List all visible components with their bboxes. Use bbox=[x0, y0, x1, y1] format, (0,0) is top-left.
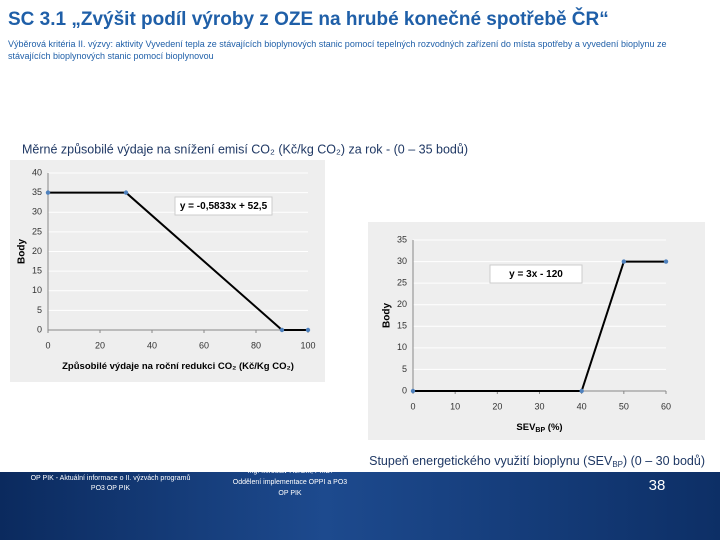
y-axis-label: Body bbox=[17, 239, 28, 264]
y-tick-label: 25 bbox=[397, 278, 407, 288]
x-axis-label: SEVBP (%) bbox=[516, 422, 562, 434]
y-tick-label: 15 bbox=[397, 321, 407, 331]
x-tick-label: 40 bbox=[147, 340, 157, 350]
x-axis-label-part: Způsobilé výdaje na roční redukci CO₂ (K… bbox=[62, 361, 294, 372]
caption-part: BP bbox=[612, 460, 623, 469]
x-axis-label-part: SEV bbox=[516, 422, 536, 433]
annotation: y = 3x - 120 bbox=[509, 269, 563, 280]
x-tick-label: 80 bbox=[251, 340, 261, 350]
y-tick-label: 40 bbox=[32, 167, 42, 177]
x-tick-label: 40 bbox=[577, 401, 587, 411]
data-point bbox=[305, 327, 311, 333]
x-tick-label: 50 bbox=[619, 401, 629, 411]
annotation-box bbox=[489, 264, 583, 284]
y-tick-label: 5 bbox=[402, 364, 407, 374]
x-tick-label: 100 bbox=[300, 340, 315, 350]
y-axis-label: Body bbox=[382, 303, 393, 328]
x-tick-label: 60 bbox=[199, 340, 209, 350]
x-tick-label: 30 bbox=[534, 401, 544, 411]
footer-middle: OP PIK bbox=[278, 490, 302, 497]
subtitle-box: Výběrová kritéria II. výzvy: aktivity Vy… bbox=[8, 39, 667, 61]
footer-middle: Ing. Miroslav Honzík, Ph.D. bbox=[248, 468, 333, 475]
y-tick-label: 30 bbox=[32, 207, 42, 217]
y-tick-label: 5 bbox=[37, 305, 42, 315]
x-tick-label: 0 bbox=[410, 401, 415, 411]
y-tick-label: 25 bbox=[32, 226, 42, 236]
x-tick-label: 20 bbox=[492, 401, 502, 411]
footer-middle: Oddělení implementace OPPI a PO3 bbox=[233, 479, 347, 486]
y-tick-label: 10 bbox=[397, 342, 407, 352]
title: SC 3.1 „Zvýšit podíl výroby z OZE na hru… bbox=[8, 8, 609, 30]
caption: Měrné způsobilé výdaje na snížení emisí … bbox=[22, 142, 468, 156]
y-tick-label: 0 bbox=[37, 324, 42, 334]
y-tick-label: 0 bbox=[402, 385, 407, 395]
data-point bbox=[621, 259, 627, 264]
x-tick-label: 20 bbox=[95, 340, 105, 350]
data-point bbox=[279, 327, 285, 333]
annotation: y = -0,5833x + 52,5 bbox=[180, 201, 268, 212]
data-point bbox=[123, 190, 129, 195]
x-axis-label: Způsobilé výdaje na roční redukci CO₂ (K… bbox=[62, 361, 294, 372]
caption-part: ) (0 – 30 bodů) bbox=[623, 454, 705, 468]
y-tick-label: 20 bbox=[397, 299, 407, 309]
y-tick-label: 35 bbox=[32, 187, 42, 197]
footer-left-box: OP PIK - Aktuální informace o II. výzvác… bbox=[30, 475, 191, 492]
data-line bbox=[413, 260, 666, 392]
data-point bbox=[410, 388, 416, 394]
y-tick-label: 10 bbox=[32, 285, 42, 295]
caption-part: Stupeň energetického využití bioplynu (S… bbox=[369, 454, 613, 468]
x-tick-label: 0 bbox=[45, 340, 50, 350]
data-point bbox=[579, 388, 584, 394]
x-axis-label-part: BP bbox=[535, 427, 545, 434]
subtitle: Výběrová kritéria II. výzvy: aktivity Vy… bbox=[8, 39, 667, 61]
data-point bbox=[45, 190, 51, 195]
y-tick-label: 35 bbox=[397, 234, 407, 244]
x-tick-label: 10 bbox=[450, 401, 460, 411]
data-line bbox=[48, 191, 308, 331]
y-tick-label: 20 bbox=[32, 246, 42, 256]
chart-area bbox=[368, 222, 705, 440]
annotation-box bbox=[174, 196, 273, 216]
y-tick-label: 15 bbox=[32, 266, 42, 276]
x-axis-label-part: (%) bbox=[545, 422, 562, 433]
x-tick-label: 60 bbox=[661, 401, 671, 411]
footer-left: OP PIK - Aktuální informace o II. výzvác… bbox=[30, 475, 191, 492]
footer-bar bbox=[0, 472, 720, 540]
data-point bbox=[663, 259, 669, 264]
y-tick-label: 30 bbox=[397, 256, 407, 266]
caption: Stupeň energetického využití bioplynu (S… bbox=[369, 454, 705, 469]
page-number: 38 bbox=[649, 477, 666, 494]
